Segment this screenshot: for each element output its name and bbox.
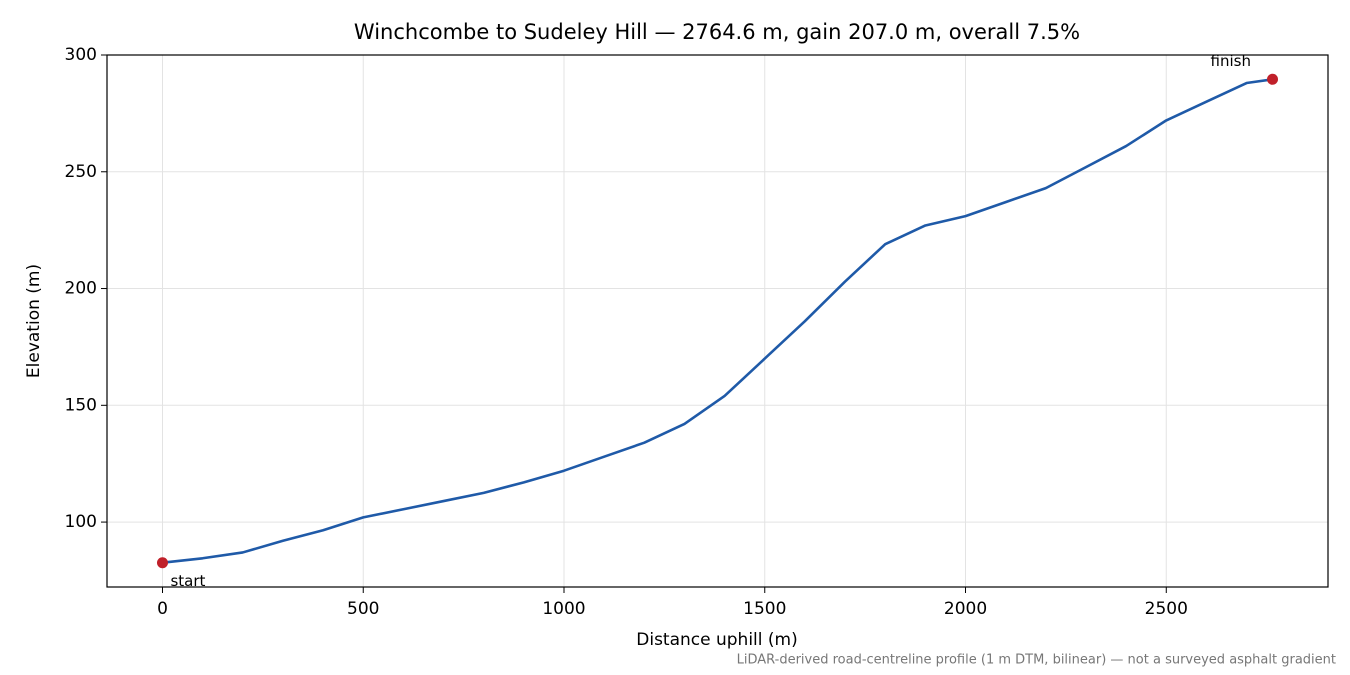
endpoint-marker	[156, 557, 168, 569]
endpoint-marker	[1267, 73, 1279, 85]
y-tick-label: 100	[65, 512, 97, 532]
chart-title: Winchcombe to Sudeley Hill — 2764.6 m, g…	[354, 20, 1080, 44]
x-tick-label: 2500	[1145, 599, 1188, 619]
x-tick-label: 0	[157, 599, 168, 619]
y-tick-label: 200	[65, 279, 97, 299]
y-tick-label: 250	[65, 162, 97, 182]
y-tick-label: 150	[65, 395, 97, 415]
annotation: start	[170, 572, 205, 590]
x-tick-label: 1500	[743, 599, 786, 619]
y-tick-label: 300	[65, 45, 97, 65]
profile-line	[162, 78, 1273, 565]
x-tick-label: 1000	[542, 599, 585, 619]
plot-frame	[106, 54, 1329, 588]
x-tick-label: 2000	[944, 599, 987, 619]
y-axis-label: Elevation (m)	[24, 264, 44, 378]
x-tick-label: 500	[347, 599, 379, 619]
annotation: finish	[1211, 52, 1251, 70]
x-axis-label: Distance uphill (m)	[636, 630, 797, 650]
footnote: LiDAR-derived road-centreline profile (1…	[737, 653, 1336, 668]
